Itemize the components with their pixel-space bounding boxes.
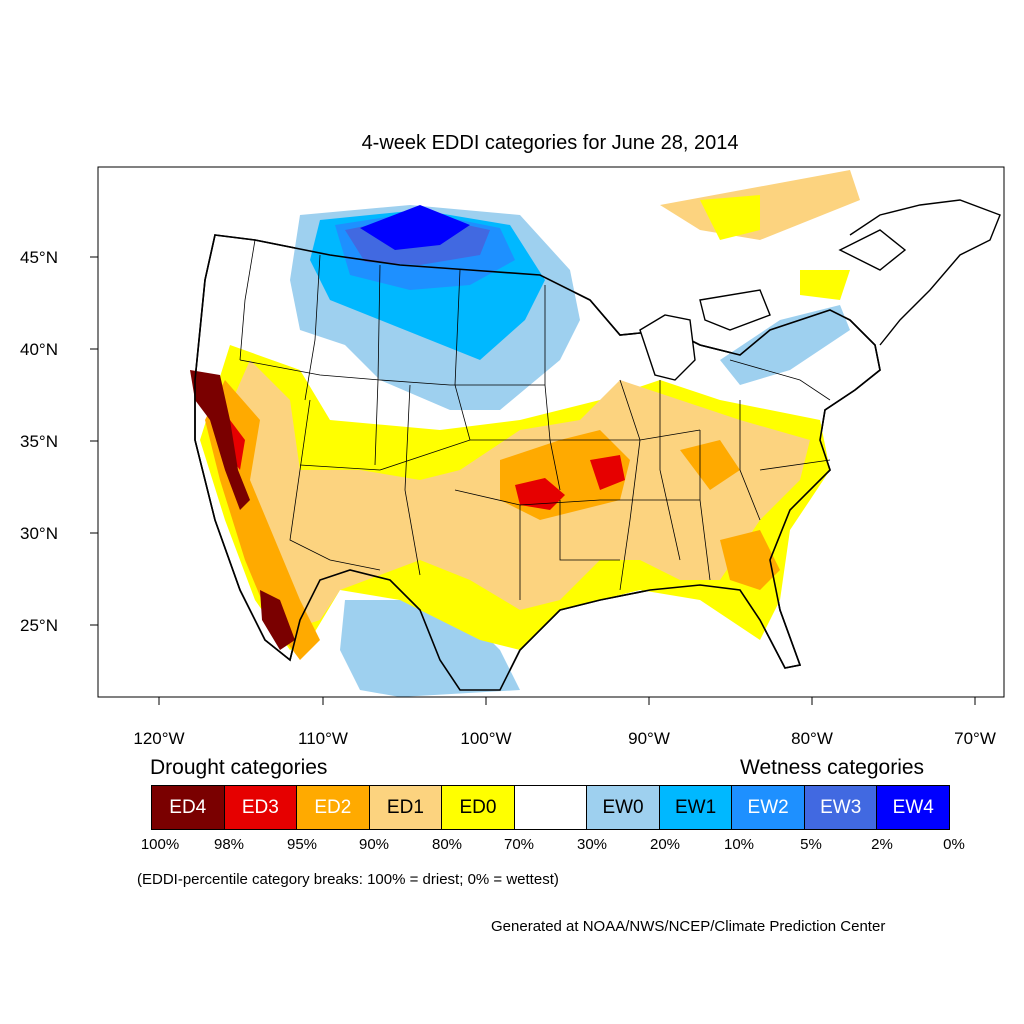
legend-label: ED0 (459, 796, 497, 818)
x-tick-label: 100°W (460, 729, 511, 748)
x-tick-label: 90°W (628, 729, 670, 748)
wetness-heading: Wetness categories (740, 756, 925, 779)
x-axis (158, 697, 976, 705)
legend-break: 10% (723, 836, 755, 853)
y-tick-label: 35°N (20, 432, 58, 451)
legend-break: 98% (213, 836, 245, 853)
dry-region-ed4 (190, 370, 295, 650)
eddi-map: 45°N 40°N 35°N 30°N 25°N 120°W 110°W 100… (20, 166, 1005, 748)
legend-swatch-ed0: ED0 (442, 786, 515, 829)
x-tick-label: 70°W (954, 729, 996, 748)
dry-region-canada-yellow (700, 195, 850, 300)
y-tick-label: 30°N (20, 524, 58, 543)
canada-coast (849, 199, 1001, 346)
legend-label: ED1 (386, 796, 424, 818)
legend-break: 70% (503, 836, 535, 853)
legend-break: 5% (800, 836, 822, 853)
wet-region-ew0-texas (340, 600, 520, 697)
legend-swatch-ew4: EW4 (877, 786, 950, 829)
legend-label: ED4 (169, 796, 207, 818)
y-tick-label: 40°N (20, 340, 58, 359)
credit-line: Generated at NOAA/NWS/NCEP/Climate Predi… (491, 918, 886, 935)
legend-break: 80% (431, 836, 463, 853)
legend-label: EW0 (602, 796, 644, 818)
y-tick-label: 45°N (20, 248, 58, 267)
x-tick-label: 110°W (298, 729, 348, 748)
great-lakes-outline (639, 229, 907, 381)
x-tick-label: 80°W (791, 729, 833, 748)
y-axis (90, 256, 98, 626)
wet-region-ew0-lakes (720, 305, 850, 385)
state-borders (239, 239, 831, 600)
legend-swatch-ew2: EW2 (732, 786, 805, 829)
legend-swatch-ed2: ED2 (297, 786, 370, 829)
legend-break: 100% (140, 836, 180, 853)
legend-break: 30% (576, 836, 608, 853)
drought-heading: Drought categories (150, 756, 328, 779)
legend-break: 90% (358, 836, 390, 853)
legend-breaks: 100% 98% 95% 90% 80% 70% 30% 20% 10% 5% … (0, 836, 1024, 856)
legend-swatch-ew1: EW1 (659, 786, 733, 829)
legend-color-bar: ED4 ED3 ED2 ED1 ED0 EW0 EW1 EW2 EW3 EW4 (151, 785, 950, 830)
legend-label: EW1 (675, 796, 717, 818)
legend-label: EW2 (747, 796, 789, 818)
legend-note: (EDDI-percentile category breaks: 100% =… (137, 871, 559, 888)
legend-break: 0% (943, 836, 965, 853)
legend-swatch-normal (514, 786, 588, 829)
y-tick-label: 25°N (20, 616, 58, 635)
map-frame (97, 166, 1005, 698)
legend-swatch-ed4: ED4 (152, 786, 225, 829)
dry-region-ed3 (225, 420, 625, 510)
legend-swatch-ew3: EW3 (804, 786, 878, 829)
legend-label: EW4 (892, 796, 934, 818)
legend-swatch-ed1: ED1 (369, 786, 443, 829)
legend-swatch-ew0: EW0 (587, 786, 660, 829)
x-tick-label: 120°W (133, 729, 184, 748)
legend-label: ED3 (241, 796, 279, 818)
legend-swatch-ed3: ED3 (224, 786, 298, 829)
map-title: 4-week EDDI categories for June 28, 2014 (361, 132, 739, 154)
legend-break: 95% (286, 836, 318, 853)
wet-region-ew4-plains (360, 205, 470, 250)
legend-label: ED2 (314, 796, 352, 818)
legend-break: 20% (649, 836, 681, 853)
legend-label: EW3 (820, 796, 862, 818)
legend-break: 2% (871, 836, 893, 853)
